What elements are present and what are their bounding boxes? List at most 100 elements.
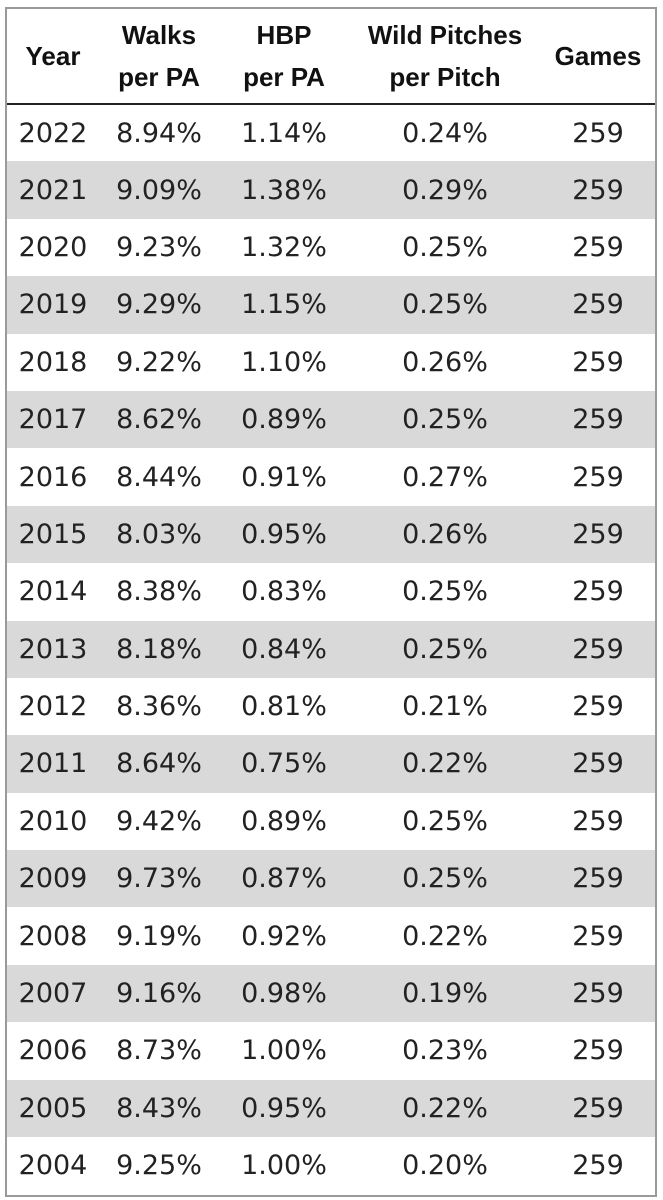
cell-year: 2017 [18,404,88,436]
cell-wild-pitches-per-pitch: 0.23% [402,1035,488,1067]
header-hbp-per-pa: HBP per PA [219,9,349,105]
cell-games: 259 [572,805,624,837]
cell-games: 259 [572,1092,624,1124]
cell-wild-pitches-per-pitch: 0.26% [402,518,488,550]
cell-wild-pitches-per-pitch: 0.22% [402,920,488,952]
cell-walks-per-pa: 8.62% [116,404,202,436]
cell-games: 259 [572,174,624,206]
header-line: Wild Pitches [367,20,523,50]
cell-games: 259 [572,576,624,608]
cell-year: 2019 [18,289,88,321]
table-row: 2016 8.44% 0.91% 0.27% 259 [7,448,655,505]
cell-year: 2018 [18,346,88,378]
cell-wild-pitches-per-pitch: 0.25% [402,231,488,263]
cell-hbp-per-pa: 0.92% [241,920,327,952]
cell-hbp-per-pa: 1.15% [241,289,327,321]
cell-walks-per-pa: 9.42% [116,805,202,837]
cell-year: 2010 [18,805,88,837]
cell-wild-pitches-per-pitch: 0.25% [402,289,488,321]
cell-year: 2007 [18,978,88,1010]
cell-wild-pitches-per-pitch: 0.25% [402,863,488,895]
header-walks-per-pa: Walks per PA [99,9,219,105]
table-row: 2013 8.18% 0.84% 0.25% 259 [7,620,655,678]
header-line: Walks [121,20,197,50]
cell-hbp-per-pa: 0.98% [241,978,327,1010]
table-row: 2019 9.29% 1.15% 0.25% 259 [7,276,655,334]
table-row: 2012 8.36% 0.81% 0.21% 259 [7,678,655,735]
header-row: Year Walks per PA HBP per PA Wild Pitche… [7,9,655,105]
cell-wild-pitches-per-pitch: 0.27% [402,461,488,493]
cell-wild-pitches-per-pitch: 0.25% [402,404,488,436]
cell-hbp-per-pa: 0.91% [241,461,327,493]
cell-walks-per-pa: 9.29% [116,289,202,321]
stats-table: Year Walks per PA HBP per PA Wild Pitche… [7,9,655,1194]
header-line: per PA [118,62,200,92]
cell-walks-per-pa: 9.19% [116,920,202,952]
cell-walks-per-pa: 9.73% [116,863,202,895]
cell-wild-pitches-per-pitch: 0.29% [402,174,488,206]
table-row: 2005 8.43% 0.95% 0.22% 259 [7,1079,655,1138]
cell-games: 259 [572,404,624,436]
cell-games: 259 [572,289,624,321]
cell-wild-pitches-per-pitch: 0.20% [402,1150,488,1182]
cell-hbp-per-pa: 0.83% [241,576,327,608]
cell-walks-per-pa: 8.03% [116,518,202,550]
header-line: Games [554,41,642,71]
header-line: Year [25,41,81,71]
cell-year: 2012 [18,691,88,723]
cell-hbp-per-pa: 0.81% [241,691,327,723]
table-row: 2017 8.62% 0.89% 0.25% 259 [7,390,655,449]
cell-games: 259 [572,863,624,895]
cell-year: 2013 [18,633,88,665]
cell-games: 259 [572,691,624,723]
cell-walks-per-pa: 8.38% [116,576,202,608]
cell-walks-per-pa: 8.43% [116,1092,202,1124]
cell-games: 259 [572,1035,624,1067]
cell-wild-pitches-per-pitch: 0.21% [402,691,488,723]
cell-hbp-per-pa: 0.89% [241,404,327,436]
cell-year: 2008 [18,920,88,952]
cell-games: 259 [572,231,624,263]
cell-games: 259 [572,978,624,1010]
cell-games: 259 [572,117,624,149]
table-body: 2022 8.94% 1.14% 0.24% 259 2021 9.09% 1.38% 0.29… [7,104,655,1194]
cell-hbp-per-pa: 1.14% [241,117,327,149]
table-row: 2018 9.22% 1.10% 0.26% 259 [7,334,655,391]
table-row: 2022 8.94% 1.14% 0.24% 259 [7,104,655,161]
cell-wild-pitches-per-pitch: 0.26% [402,346,488,378]
table-row: 2011 8.64% 0.75% 0.22% 259 [7,735,655,793]
cell-year: 2009 [18,863,88,895]
header-wild-pitches-per-pitch: Wild Pitches per Pitch [349,9,541,105]
cell-walks-per-pa: 8.73% [116,1035,202,1067]
stats-table-container: Year Walks per PA HBP per PA Wild Pitche… [5,7,657,1197]
cell-games: 259 [572,633,624,665]
cell-hbp-per-pa: 0.75% [241,748,327,780]
header-year: Year [7,9,99,105]
header-line: per PA [243,62,325,92]
cell-hbp-per-pa: 1.00% [241,1035,327,1067]
table-row: 2007 9.16% 0.98% 0.19% 259 [7,964,655,1023]
cell-games: 259 [572,461,624,493]
cell-walks-per-pa: 8.64% [116,748,202,780]
cell-hbp-per-pa: 0.87% [241,863,327,895]
cell-hbp-per-pa: 0.95% [241,1092,327,1124]
cell-year: 2005 [18,1092,88,1124]
cell-walks-per-pa: 9.23% [116,231,202,263]
table-row: 2008 9.19% 0.92% 0.22% 259 [7,907,655,964]
table-row: 2014 8.38% 0.83% 0.25% 259 [7,563,655,620]
cell-hbp-per-pa: 1.38% [241,174,327,206]
cell-wild-pitches-per-pitch: 0.22% [402,748,488,780]
cell-games: 259 [572,518,624,550]
table-row: 2004 9.25% 1.00% 0.20% 259 [7,1137,655,1194]
header-line: per Pitch [389,62,501,92]
cell-walks-per-pa: 9.22% [116,346,202,378]
cell-year: 2020 [18,231,88,263]
cell-walks-per-pa: 8.18% [116,633,202,665]
cell-wild-pitches-per-pitch: 0.22% [402,1092,488,1124]
cell-hbp-per-pa: 1.32% [241,231,327,263]
table-row: 2009 9.73% 0.87% 0.25% 259 [7,850,655,908]
cell-year: 2021 [18,174,88,206]
table-row: 2015 8.03% 0.95% 0.26% 259 [7,505,655,564]
cell-walks-per-pa: 8.94% [116,117,202,149]
cell-year: 2022 [18,117,88,149]
